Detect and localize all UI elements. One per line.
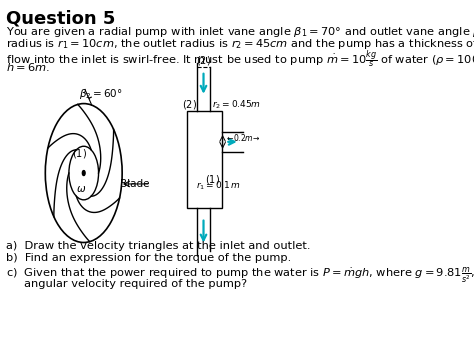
Text: c)  Given that the power required to pump the water is $P = \dot{m}gh$, where $g: c) Given that the power required to pump…	[6, 266, 474, 286]
Text: b)  Find an expression for the torque of the pump.: b) Find an expression for the torque of …	[6, 253, 291, 263]
Text: $r_1 = 0.1\,m$: $r_1 = 0.1\,m$	[196, 180, 241, 192]
Text: $r_2 = 0.45m$: $r_2 = 0.45m$	[212, 98, 260, 111]
Bar	[187, 110, 222, 208]
Text: $(1)$: $(1)$	[205, 173, 220, 187]
Text: $h = 6m$.: $h = 6m$.	[6, 61, 50, 73]
Text: $\omega$: $\omega$	[76, 184, 86, 194]
Text: $\beta_2 = 60°$: $\beta_2 = 60°$	[80, 87, 123, 101]
Circle shape	[82, 171, 85, 176]
Text: a)  Draw the velocity triangles at the inlet and outlet.: a) Draw the velocity triangles at the in…	[6, 241, 310, 251]
Text: Blade: Blade	[120, 179, 150, 189]
Text: flow into the inlet is swirl-free. It must be used to pump $\dot{m} = 10\frac{kg: flow into the inlet is swirl-free. It mu…	[6, 49, 474, 73]
Text: $(2)$: $(2)$	[182, 98, 197, 111]
Text: You are given a radial pump with inlet vane angle $\beta_1 = 70°$ and outlet van: You are given a radial pump with inlet v…	[6, 25, 474, 39]
Text: Question 5: Question 5	[6, 9, 115, 27]
Text: $(1)$: $(1)$	[72, 147, 87, 160]
Text: $\leftarrow\!0.2m\!\rightarrow$: $\leftarrow\!0.2m\!\rightarrow$	[225, 132, 261, 143]
Text: angular velocity required of the pump?: angular velocity required of the pump?	[6, 279, 247, 289]
Text: $(2)$: $(2)$	[196, 54, 211, 67]
Text: radius is $r_1 = 10cm$, the outlet radius is $r_2 = 45cm$ and the pump has a thi: radius is $r_1 = 10cm$, the outlet radiu…	[6, 37, 474, 51]
